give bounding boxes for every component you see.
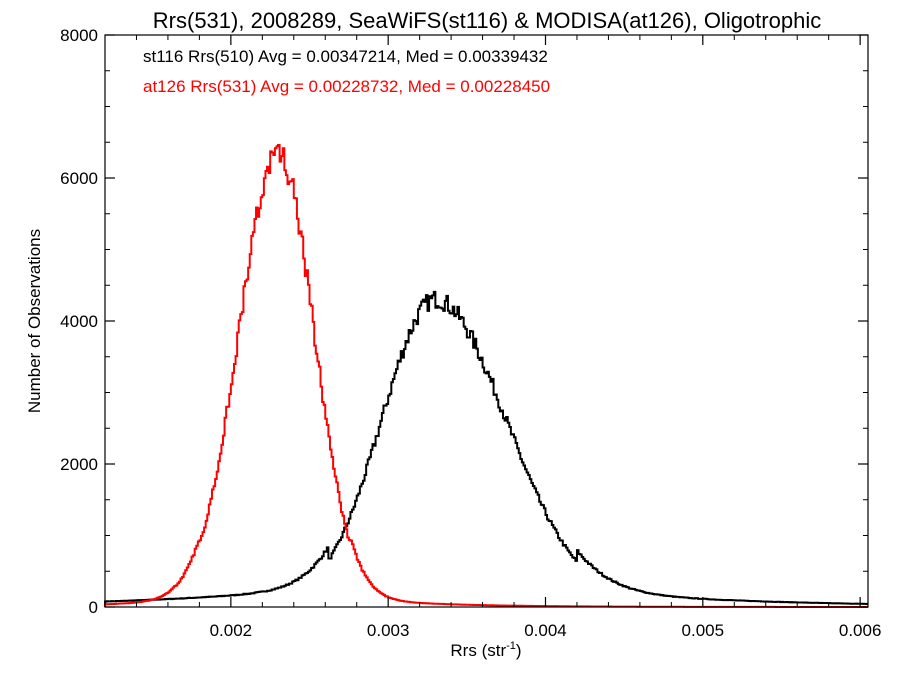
x-axis: 0.002 0.003 0.004 0.005 0.006 (104, 35, 882, 640)
y-axis: 0 2000 4000 6000 8000 (60, 26, 868, 617)
y-axis-label: Number of Observations (25, 229, 44, 413)
chart-title: Rrs(531), 2008289, SeaWiFS(st116) & MODI… (153, 8, 821, 33)
y-tick-label: 6000 (60, 169, 98, 188)
x-tick-label: 0.006 (839, 621, 882, 640)
x-tick-label: 0.002 (210, 621, 253, 640)
plot-series (104, 144, 868, 608)
legend-entry-at126: at126 Rrs(531) Avg = 0.00228732, Med = 0… (143, 77, 550, 96)
histogram-series-at126 (104, 144, 868, 608)
y-tick-label: 8000 (60, 26, 98, 45)
legend-entry-st116: st116 Rrs(510) Avg = 0.00347214, Med = 0… (143, 47, 548, 66)
x-tick-label: 0.004 (524, 621, 567, 640)
x-tick-label: 0.005 (682, 621, 725, 640)
x-axis-label: Rrs (str-1) (450, 640, 521, 660)
y-tick-label: 0 (89, 598, 98, 617)
histogram-series-st116 (104, 290, 868, 607)
x-tick-label: 0.003 (367, 621, 410, 640)
y-tick-label: 4000 (60, 312, 98, 331)
plot-frame (104, 34, 869, 608)
y-tick-label: 2000 (60, 455, 98, 474)
